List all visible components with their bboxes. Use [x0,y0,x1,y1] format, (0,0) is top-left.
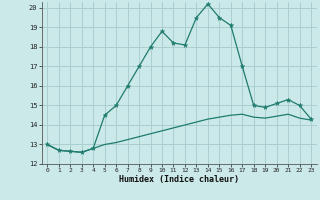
X-axis label: Humidex (Indice chaleur): Humidex (Indice chaleur) [119,175,239,184]
